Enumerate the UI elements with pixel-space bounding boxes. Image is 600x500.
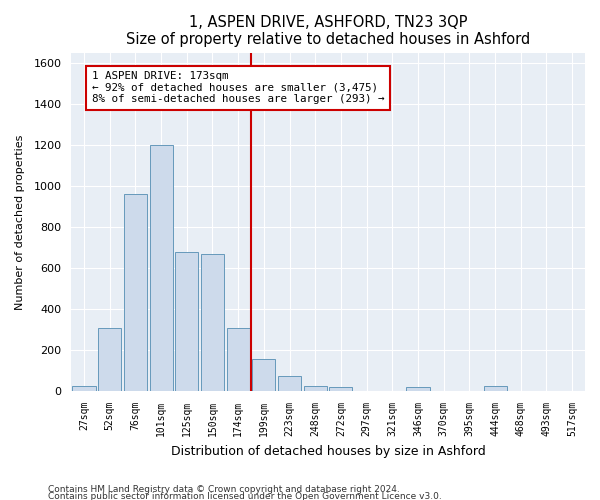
Bar: [484, 386, 506, 391]
X-axis label: Distribution of detached houses by size in Ashford: Distribution of detached houses by size …: [171, 444, 485, 458]
Bar: [329, 387, 352, 391]
Bar: [201, 254, 224, 391]
Bar: [73, 386, 95, 391]
Text: 1 ASPEN DRIVE: 173sqm
← 92% of detached houses are smaller (3,475)
8% of semi-de: 1 ASPEN DRIVE: 173sqm ← 92% of detached …: [92, 71, 384, 104]
Bar: [304, 386, 327, 391]
Bar: [278, 376, 301, 391]
Text: Contains public sector information licensed under the Open Government Licence v3: Contains public sector information licen…: [48, 492, 442, 500]
Text: Contains HM Land Registry data © Crown copyright and database right 2024.: Contains HM Land Registry data © Crown c…: [48, 486, 400, 494]
Bar: [253, 360, 275, 391]
Bar: [175, 252, 199, 391]
Bar: [98, 328, 121, 391]
Y-axis label: Number of detached properties: Number of detached properties: [15, 134, 25, 310]
Bar: [149, 145, 173, 391]
Bar: [406, 387, 430, 391]
Bar: [124, 194, 147, 391]
Bar: [227, 328, 250, 391]
Title: 1, ASPEN DRIVE, ASHFORD, TN23 3QP
Size of property relative to detached houses i: 1, ASPEN DRIVE, ASHFORD, TN23 3QP Size o…: [126, 15, 530, 48]
